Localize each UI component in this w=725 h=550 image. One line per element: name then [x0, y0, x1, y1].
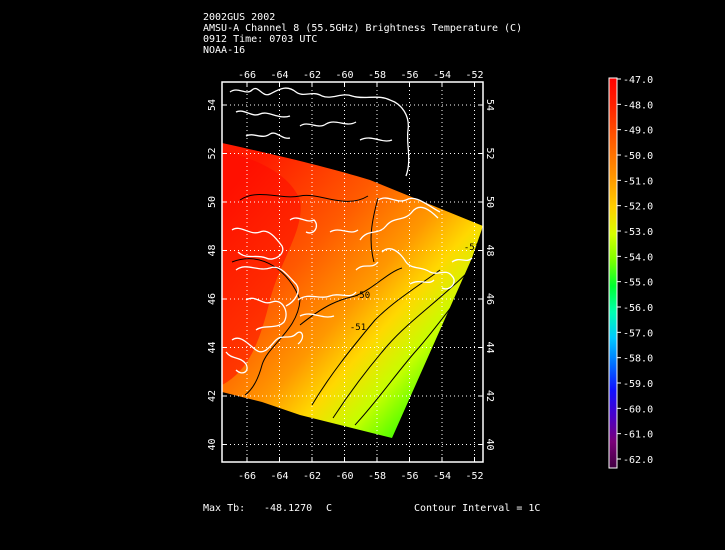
axis-ticks: [222, 82, 483, 462]
lat-tick-label: 48: [207, 244, 218, 256]
lon-tick-label: -58: [368, 70, 386, 81]
colorbar-label: -49.0: [623, 126, 653, 137]
colorbar-label: -52.0: [623, 202, 653, 213]
lat-tick-label: 50: [484, 196, 495, 208]
lat-tick-label: 40: [484, 438, 495, 450]
lon-tick-label: -66: [238, 70, 256, 81]
colorbar-label: -55.0: [623, 278, 653, 289]
lon-tick-label: -52: [465, 70, 483, 81]
lon-tick-label: -58: [368, 471, 386, 482]
lon-labels-top: -66 -64 -62 -60 -58 -56 -54 -52: [238, 70, 484, 81]
coastlines: [225, 87, 473, 374]
lon-tick-label: -64: [270, 70, 288, 81]
contour-lines: [231, 194, 479, 426]
lon-tick-label: -54: [433, 70, 451, 81]
lat-tick-label: 44: [484, 341, 495, 353]
max-tb-value: -48.1270: [264, 503, 313, 514]
lat-tick-label: 42: [207, 390, 218, 402]
colorbar-label: -47.0: [623, 75, 653, 86]
lon-tick-label: -64: [270, 471, 288, 482]
title-line-1: 2002GUS 2002: [203, 12, 276, 23]
title-line-4: NOAA-16: [203, 45, 246, 56]
lat-tick-label: 42: [484, 390, 495, 402]
lon-tick-label: -56: [400, 471, 418, 482]
lon-tick-label: -52: [465, 471, 483, 482]
lat-tick-label: 54: [207, 99, 218, 111]
colorbar-label: -50.0: [623, 151, 653, 162]
hot-core: [222, 150, 301, 385]
colorbar-label: -51.0: [623, 176, 653, 187]
contour-interval: Contour Interval = 1C: [414, 503, 541, 514]
colorbar-label: -48.0: [623, 100, 653, 111]
max-tb-label: Max Tb:: [203, 503, 246, 514]
colorbar-label: -59.0: [623, 379, 653, 390]
colorbar-label: -56.0: [623, 303, 653, 314]
lon-tick-label: -62: [303, 70, 321, 81]
title-line-2: AMSU-A Channel 8 (55.5GHz) Brightness Te…: [203, 23, 523, 34]
colorbar: -47.0 -48.0 -49.0 -50.0 -51.0 -52.0 -53.0 -54.0…: [608, 75, 653, 469]
lat-tick-label: 40: [207, 438, 218, 450]
title-line-3: 0912 Time: 0703 UTC: [203, 34, 318, 45]
lat-tick-label: 46: [484, 293, 495, 305]
lon-tick-label: -62: [303, 471, 321, 482]
contour-labels: -50 -51 -51: [350, 243, 480, 333]
colorbar-label: -57.0: [623, 328, 653, 339]
lon-tick-label: -60: [335, 471, 353, 482]
colorbar-label: -60.0: [623, 404, 653, 415]
colorbar-label: -58.0: [623, 354, 653, 365]
lon-tick-label: -66: [238, 471, 256, 482]
header: 2002GUS 2002 AMSU-A Channel 8 (55.5GHz) B…: [203, 12, 522, 56]
lat-labels-left: 54 52 50 48 46 44 42 40: [207, 99, 218, 451]
map-frame: [221, 81, 484, 463]
contour-label: -50: [354, 291, 370, 301]
lon-tick-label: -56: [400, 70, 418, 81]
lat-tick-label: 50: [207, 196, 218, 208]
lat-tick-label: 46: [207, 293, 218, 305]
lon-labels-bottom: -66 -64 -62 -60 -58 -56 -54 -52: [238, 471, 484, 482]
contour-label: -51: [350, 323, 366, 333]
colorbar-label: -62.0: [623, 455, 653, 466]
colorbar-label: -53.0: [623, 227, 653, 238]
lat-tick-label: 54: [484, 99, 495, 111]
lat-tick-label: 52: [484, 147, 495, 159]
contour-label: -51: [464, 243, 480, 253]
lat-tick-label: 48: [484, 244, 495, 256]
lat-tick-label: 44: [207, 341, 218, 353]
colorbar-label: -61.0: [623, 430, 653, 441]
colorbar-scale: [608, 77, 618, 469]
lat-labels-right: 54 52 50 48 46 44 42 40: [484, 99, 495, 451]
lon-tick-label: -60: [335, 70, 353, 81]
max-tb-unit: C: [326, 503, 333, 514]
lon-tick-label: -54: [433, 471, 451, 482]
lat-tick-label: 52: [207, 147, 218, 159]
colorbar-label: -54.0: [623, 252, 653, 263]
